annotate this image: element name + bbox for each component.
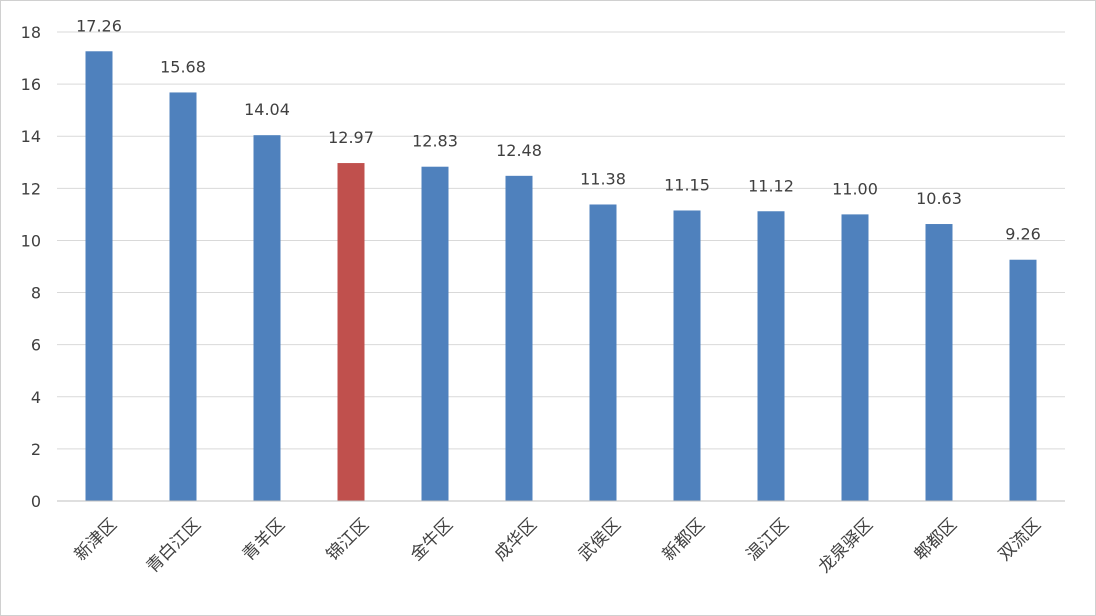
data-label: 15.68 <box>160 57 206 76</box>
data-label: 12.97 <box>328 128 374 147</box>
category-label: 金牛区 <box>407 515 457 565</box>
data-label: 11.00 <box>832 179 878 198</box>
y-tick-label: 6 <box>31 336 41 355</box>
y-tick-label: 16 <box>21 75 41 94</box>
category-label: 青羊区 <box>239 515 289 565</box>
gridlines <box>57 31 1065 450</box>
bar <box>841 214 869 501</box>
category-label: 锦江区 <box>323 515 373 565</box>
category-label: 双流区 <box>995 515 1045 565</box>
y-tick-label: 2 <box>31 440 41 459</box>
x-axis-category-labels: 新津区 青白江区 青羊区 锦江区 金牛区 成华区 武侯区 新都区 温江区 龙泉驿区 郫都区 双流区 <box>71 515 1045 577</box>
category-label: 郫都区 <box>911 515 961 565</box>
y-tick-label: 0 <box>31 492 41 511</box>
bar <box>925 224 953 501</box>
bar <box>1009 259 1037 501</box>
data-labels: 17.26 15.68 14.04 12.97 12.83 12.48 11.38 11.15… <box>76 16 1041 243</box>
data-label: 17.26 <box>76 16 122 35</box>
bar <box>169 92 197 502</box>
data-label: 12.48 <box>496 141 542 160</box>
category-label: 温江区 <box>743 515 793 565</box>
y-tick-label: 4 <box>31 388 41 407</box>
category-label: 青白江区 <box>143 515 205 577</box>
y-tick-label: 8 <box>31 284 41 303</box>
bars <box>85 51 1037 502</box>
category-label: 武侯区 <box>575 515 625 565</box>
data-label: 11.15 <box>664 175 710 194</box>
bar <box>421 166 449 502</box>
bar <box>757 211 785 502</box>
bar <box>337 163 365 501</box>
y-tick-label: 14 <box>21 127 41 146</box>
bar <box>505 175 533 501</box>
y-axis-ticks: 0 2 4 6 8 10 12 14 16 18 <box>21 23 41 511</box>
y-tick-label: 10 <box>21 231 41 250</box>
data-label: 9.26 <box>1005 225 1041 244</box>
category-label: 新都区 <box>659 515 709 565</box>
y-tick-label: 12 <box>21 179 41 198</box>
data-label: 12.83 <box>412 132 458 151</box>
data-label: 11.38 <box>580 169 626 188</box>
y-tick-label: 18 <box>21 23 41 42</box>
bar <box>253 135 281 501</box>
data-label: 11.12 <box>748 176 794 195</box>
bar <box>589 204 617 501</box>
data-label: 10.63 <box>916 189 962 208</box>
category-label: 龙泉驿区 <box>815 515 877 577</box>
bar <box>673 210 701 501</box>
category-label: 新津区 <box>71 515 121 565</box>
category-label: 成华区 <box>491 515 541 565</box>
bar <box>85 51 113 501</box>
data-label: 14.04 <box>244 100 290 119</box>
